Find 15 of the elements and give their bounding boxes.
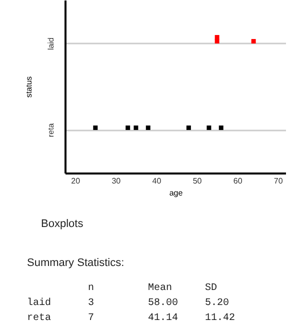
x-tick-label: 20 — [71, 176, 81, 186]
x-tick-label: 60 — [233, 176, 243, 186]
text: n Mean SD — [88, 283, 218, 294]
text: laid 3 58.00 5.20 — [27, 298, 230, 309]
x-tick-label: 40 — [152, 176, 162, 186]
x-tick-label: 30 — [112, 176, 122, 186]
y-tick-label: laid — [46, 38, 56, 50]
x-tick-label: 70 — [274, 176, 284, 186]
y-axis-title: status — [24, 76, 34, 98]
x-tick-label: 50 — [192, 176, 202, 186]
text: Boxplots — [41, 218, 84, 230]
text: reta 7 41.14 11.42 — [27, 313, 236, 324]
y-tick-label: reta — [46, 122, 56, 138]
x-axis-title: age — [169, 188, 184, 198]
text: Summary Statistics: — [27, 257, 124, 269]
